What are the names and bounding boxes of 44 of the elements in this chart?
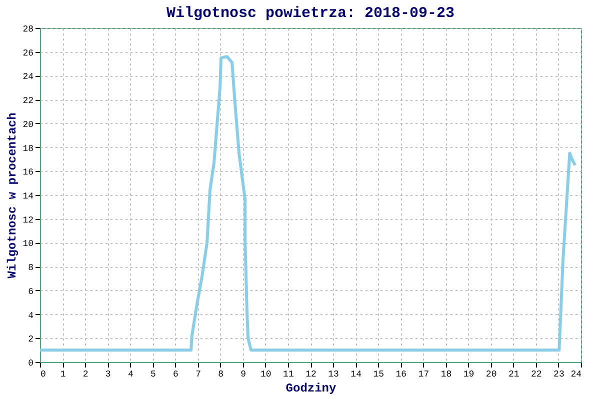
y-tick-label: 2	[28, 334, 34, 345]
y-tick-label: 8	[28, 263, 34, 274]
x-tick-label: 10	[260, 370, 272, 380]
x-tick-label: 14	[350, 370, 362, 380]
x-tick-label: 15	[373, 370, 384, 380]
line-series	[38, 55, 577, 352]
y-tick-label: 10	[22, 239, 34, 250]
x-tick-label: 16	[396, 370, 407, 380]
x-tick-label: 9	[240, 370, 246, 380]
y-tick-label: 18	[22, 144, 34, 154]
x-tick-label: 8	[218, 370, 224, 380]
x-tick-label: 20	[486, 370, 497, 380]
y-tick-label: 0	[28, 358, 34, 368]
y-tick-label: 6	[28, 286, 34, 297]
x-tick-label: 4	[128, 370, 134, 380]
x-tick-label: 13	[328, 370, 339, 380]
y-tick-label: 28	[22, 24, 34, 34]
x-tick-label: 19	[463, 370, 474, 380]
y-axis-title: Wilgotnosc w procentach	[6, 112, 20, 278]
x-tick-label: 2	[82, 370, 88, 380]
x-tick-label: 11	[283, 370, 294, 380]
y-tick-label: 16	[22, 168, 34, 178]
y-tick-label: 20	[22, 120, 34, 130]
x-axis-title: Godziny	[286, 382, 336, 396]
chart-title: Wilgotnosc powietrza: 2018-09-23	[166, 5, 455, 22]
x-tick-label: 21	[508, 370, 520, 380]
x-tick-label: 23	[554, 370, 564, 380]
x-tick-label: 0	[40, 370, 46, 380]
x-tick-label: 24	[570, 370, 582, 380]
x-tick-label: 12	[306, 370, 316, 380]
y-tick-label: 4	[28, 310, 34, 321]
x-tick-label: 22	[531, 370, 542, 380]
x-tick-label: 18	[440, 370, 452, 380]
x-tick-label: 3	[105, 370, 111, 380]
x-tick-label: 17	[418, 370, 430, 380]
y-tick-label: 26	[22, 48, 34, 58]
y-tick-label: 22	[22, 96, 34, 106]
x-tick-label: 1	[60, 370, 66, 380]
y-tick-label: 24	[22, 72, 34, 82]
y-tick-label: 12	[22, 215, 34, 226]
x-tick-label: 6	[173, 370, 178, 380]
x-tick-label: 7	[196, 370, 201, 380]
y-tick-label: 14	[22, 192, 34, 202]
x-tick-label: 5	[150, 370, 156, 380]
